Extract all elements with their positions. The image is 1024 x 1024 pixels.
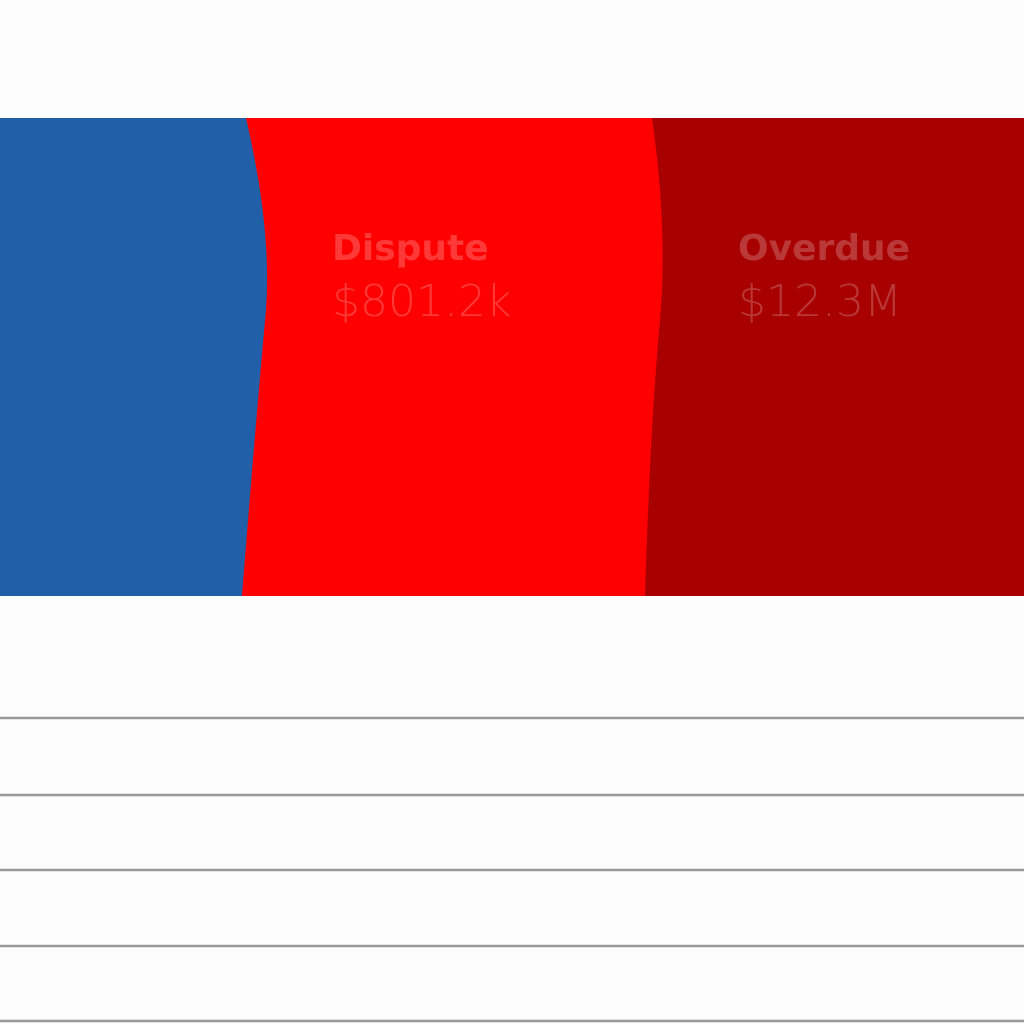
segment-label: Dispute — [332, 228, 489, 269]
row-dividers — [0, 716, 1024, 1023]
segment-amount: $12.3M — [738, 276, 902, 327]
segment-amount: $801.2k — [332, 276, 511, 327]
segment-bar — [0, 118, 1024, 596]
segment-label: Overdue — [738, 228, 910, 269]
current-segment[interactable] — [0, 118, 268, 596]
